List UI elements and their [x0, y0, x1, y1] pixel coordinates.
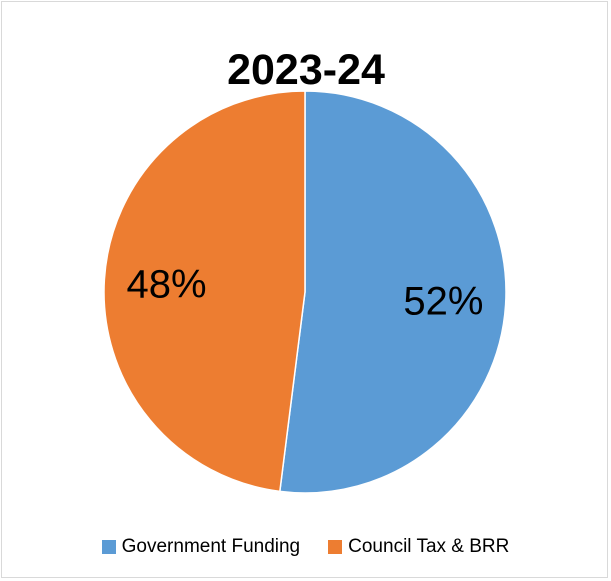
data-label-government-funding: 52%: [403, 280, 483, 324]
chart-title: 2023-24: [227, 46, 385, 94]
legend-label-government-funding: Government Funding: [121, 536, 301, 557]
pie-slice-government-funding: [278, 90, 507, 494]
data-label-council-tax-brr: 48%: [127, 262, 207, 306]
legend-swatch-council-tax: [328, 540, 343, 554]
pie-slices: [103, 90, 507, 494]
pie-data-labels: 52% 48%: [127, 262, 484, 323]
legend-swatch-government-funding: [101, 540, 116, 554]
legend-item-council-tax: Council Tax & BRR: [328, 536, 509, 558]
legend-label-council-tax: Council Tax & BRR: [348, 536, 510, 557]
pie-slice-council-tax-brr: [103, 90, 306, 493]
chart-legend: Government Funding Council Tax & BRR: [0, 535, 611, 559]
legend-item-government-funding: Government Funding: [101, 536, 301, 558]
